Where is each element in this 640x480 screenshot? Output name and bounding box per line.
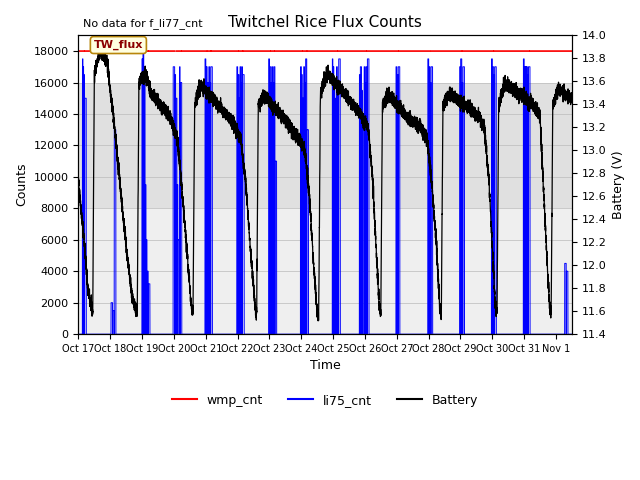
X-axis label: Time: Time bbox=[310, 360, 340, 372]
Bar bbox=[79, 83, 572, 208]
Bar bbox=[79, 208, 572, 334]
Y-axis label: Battery (V): Battery (V) bbox=[612, 150, 625, 219]
Text: No data for f_li77_cnt: No data for f_li77_cnt bbox=[83, 18, 203, 29]
Y-axis label: Counts: Counts bbox=[15, 163, 28, 206]
Title: Twitchel Rice Flux Counts: Twitchel Rice Flux Counts bbox=[228, 15, 422, 30]
Text: TW_flux: TW_flux bbox=[93, 40, 143, 50]
Legend: wmp_cnt, li75_cnt, Battery: wmp_cnt, li75_cnt, Battery bbox=[167, 389, 483, 411]
